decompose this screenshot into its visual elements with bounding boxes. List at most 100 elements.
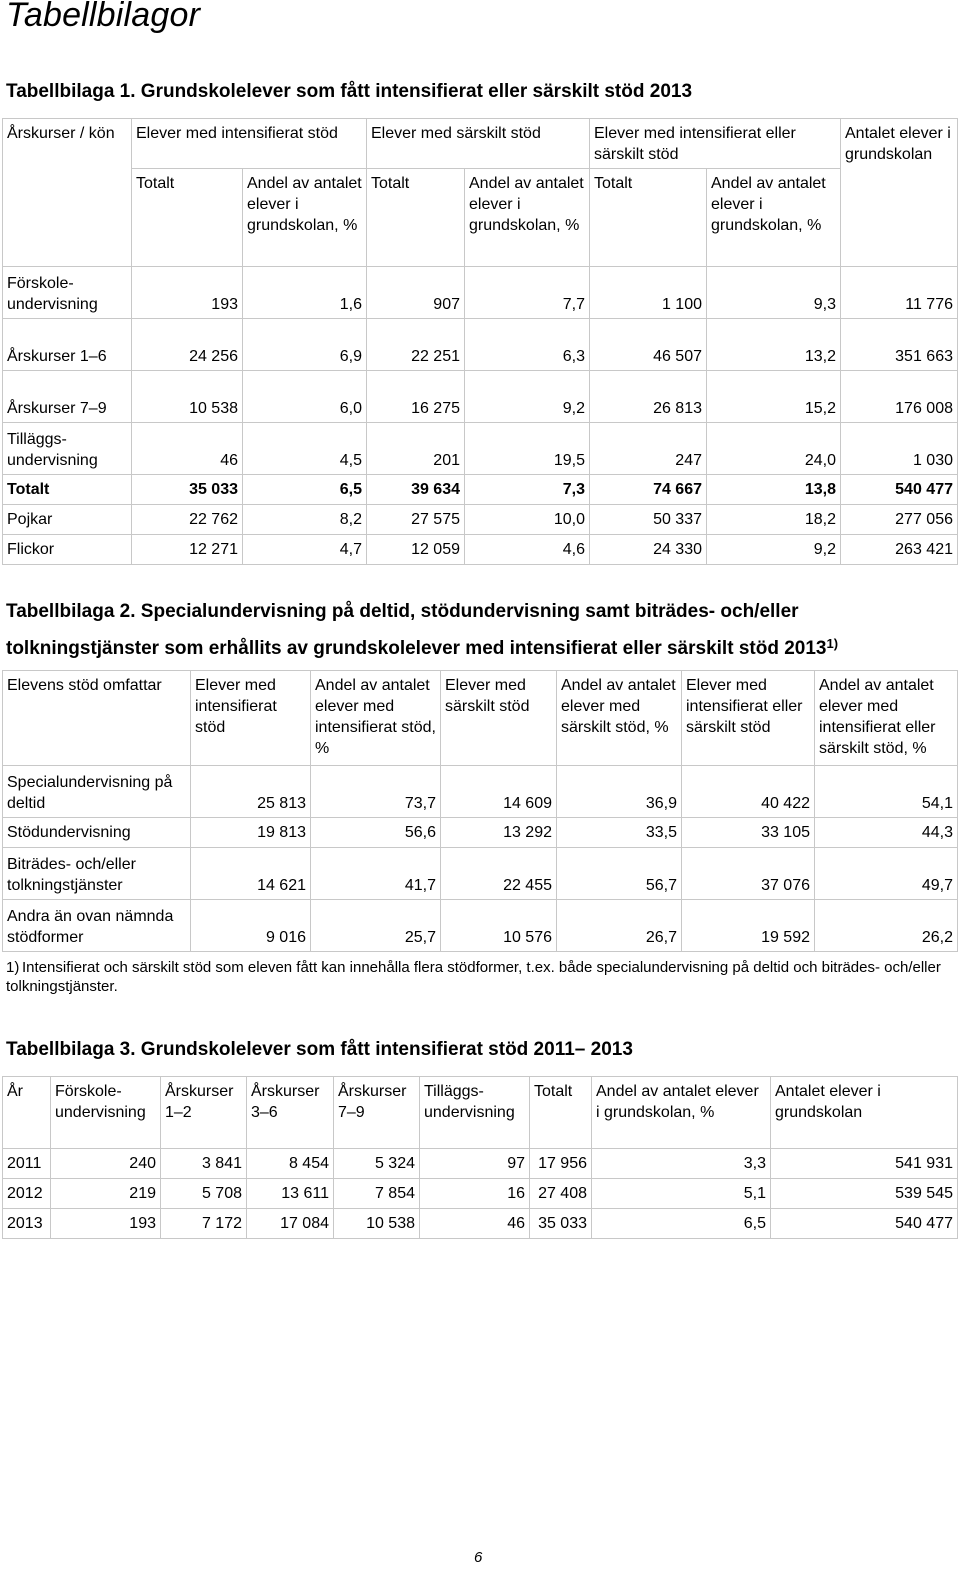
cell: 176 008 [840,370,958,423]
table-row: Biträdes- och/eller tolkningstjänster 14… [2,847,958,900]
t3-header-ar: År [2,1076,51,1149]
t1-subheader-andel-3: Andel av antalet elever i grundskolan, % [706,168,841,267]
cell: 201 [366,422,465,475]
t2-header-andel-intensifierat-eller-sarskilt: Andel av antalet elever med intensifiera… [814,670,958,766]
table-row: Stödundervisning 19 813 56,6 13 292 33,5… [2,817,958,848]
t3-header-forskoleundervisning: Förskole-undervisning [50,1076,161,1149]
cell: 7,3 [464,474,590,505]
cell: 4,7 [242,534,367,565]
table2-title-footnote-ref: 1) [826,636,839,651]
footnote-text: Intensifierat och särskilt stöd som elev… [6,959,941,995]
cell: 16 [419,1178,530,1209]
cell: 351 663 [840,318,958,371]
table-row: 2013 193 7 172 17 084 10 538 46 35 033 6… [2,1208,958,1239]
cell: 13 611 [246,1178,334,1209]
t1-subheader-totalt-1: Totalt [131,168,243,267]
cell: 247 [589,422,707,475]
cell: 1 100 [589,266,707,319]
cell: 22 251 [366,318,465,371]
cell: 3 841 [160,1148,247,1179]
table2-title: Tabellbilaga 2. Specialundervisning på d… [6,596,838,665]
cell: 6,3 [464,318,590,371]
cell: 7,7 [464,266,590,319]
table1: Årskurser / kön Elever med intensifierat… [2,118,958,565]
cell: 17 084 [246,1208,334,1239]
t2-header-andel-intensifierat: Andel av antalet elever med intensifiera… [310,670,441,766]
table1-title: Tabellbilaga 1. Grundskolelever som fått… [6,81,693,102]
cell: 10 538 [333,1208,420,1239]
cell: 9,2 [706,534,841,565]
footnote-mark: 1) [6,959,20,976]
cell: 19 813 [190,817,311,848]
t3-header-arskurser-1-2: Årskurser 1–2 [160,1076,247,1149]
row-label: Förskole-undervisning [2,266,132,319]
cell: 26,7 [556,899,682,952]
t1-header-antalet-elever: Antalet elever i grundskolan [840,118,958,267]
cell: 44,3 [814,817,958,848]
cell: 219 [50,1178,161,1209]
cell: 36,9 [556,765,682,818]
cell: 26 813 [589,370,707,423]
cell: 74 667 [589,474,707,505]
cell: 10 538 [131,370,243,423]
cell: 56,6 [310,817,441,848]
cell: 18,2 [706,504,841,535]
cell: 19 592 [681,899,815,952]
cell: 33 105 [681,817,815,848]
t3-header-antalet-elever: Antalet elever i grundskolan [770,1076,958,1149]
cell: 41,7 [310,847,441,900]
cell: 13,2 [706,318,841,371]
cell: 3,3 [591,1148,771,1179]
table-row: Årskurser 7–9 10 538 6,0 16 275 9,2 26 8… [2,370,958,423]
cell: 54,1 [814,765,958,818]
cell: 46 [131,422,243,475]
cell: 14 609 [440,765,557,818]
cell: 539 545 [770,1178,958,1209]
cell: 40 422 [681,765,815,818]
row-year: 2011 [2,1148,51,1179]
row-year: 2013 [2,1208,51,1239]
table3: År Förskole-undervisning Årskurser 1–2 Å… [2,1076,958,1239]
table3-title: Tabellbilaga 3. Grundskolelever som fått… [6,1039,633,1060]
t1-header-intensifierat: Elever med intensifierat stöd [131,118,367,169]
cell: 7 854 [333,1178,420,1209]
row-label: Stödundervisning [2,817,191,848]
cell: 8,2 [242,504,367,535]
row-year: 2012 [2,1178,51,1209]
table-row: Förskole-undervisning 193 1,6 907 7,7 1 … [2,266,958,319]
cell: 12 271 [131,534,243,565]
cell: 24,0 [706,422,841,475]
cell: 37 076 [681,847,815,900]
row-label: Andra än ovan nämnda stödformer [2,899,191,952]
row-label: Tilläggs-undervisning [2,422,132,475]
t1-subheader-andel-2: Andel av antalet elever i grundskolan, % [464,168,590,267]
cell: 7 172 [160,1208,247,1239]
row-label: Specialundervisning på deltid [2,765,191,818]
table-row: Flickor 12 271 4,7 12 059 4,6 24 330 9,2… [2,534,958,565]
cell: 35 033 [131,474,243,505]
cell: 24 330 [589,534,707,565]
cell: 9,3 [706,266,841,319]
t2-header-intensifierat: Elever med intensifierat stöd [190,670,311,766]
cell: 6,5 [242,474,367,505]
cell: 11 776 [840,266,958,319]
cell: 15,2 [706,370,841,423]
cell: 13 292 [440,817,557,848]
cell: 25,7 [310,899,441,952]
cell: 25 813 [190,765,311,818]
cell: 46 507 [589,318,707,371]
cell: 27 575 [366,504,465,535]
t2-header-sarskilt: Elever med särskilt stöd [440,670,557,766]
t2-header-intensifierat-eller-sarskilt: Elever med intensifierat eller särskilt … [681,670,815,766]
cell: 1,6 [242,266,367,319]
table2-footnote: 1) Intensifierat och särskilt stöd som el… [6,958,956,996]
cell: 56,7 [556,847,682,900]
t3-header-tillaggsundervisning: Tilläggs-undervisning [419,1076,530,1149]
cell: 50 337 [589,504,707,535]
t1-subheader-andel-1: Andel av antalet elever i grundskolan, % [242,168,367,267]
t2-header-stod-omfattar: Elevens stöd omfattar [2,670,191,766]
cell: 193 [131,266,243,319]
cell: 33,5 [556,817,682,848]
table-row: Tilläggs-undervisning 46 4,5 201 19,5 24… [2,422,958,475]
cell: 35 033 [529,1208,592,1239]
